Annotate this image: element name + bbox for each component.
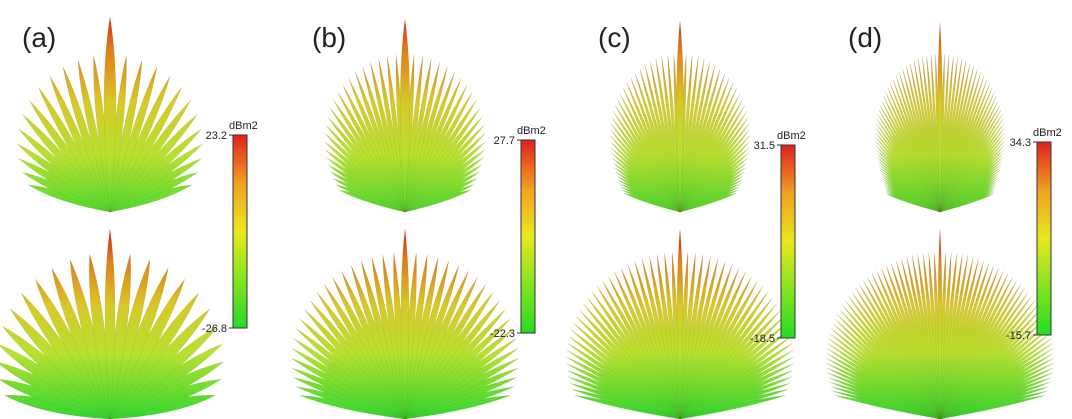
- colorbar-unit: dBm2: [229, 120, 258, 132]
- colorbar: [1036, 141, 1052, 336]
- colorbar-unit: dBm2: [517, 125, 546, 137]
- colorbar-min: -26.8: [202, 323, 227, 335]
- colorbar-max: 23.2: [206, 130, 227, 142]
- colorbar-max: 27.7: [494, 135, 515, 147]
- colorbar-unit: dBm2: [1033, 127, 1062, 139]
- lobe: [104, 228, 116, 419]
- pattern-top: [875, 22, 1005, 213]
- colorbar-min: -22.3: [490, 328, 515, 340]
- colorbar-unit: dBm2: [777, 130, 806, 142]
- panel-label: (d): [848, 22, 882, 53]
- lobe: [676, 20, 684, 213]
- lobe: [676, 228, 684, 419]
- panel-label: (c): [598, 22, 631, 53]
- colorbar-max: 34.3: [1010, 137, 1031, 149]
- lobe: [400, 18, 410, 213]
- pattern-bottom: [566, 228, 794, 419]
- pattern-bottom: [0, 228, 224, 419]
- pattern-top: [609, 20, 751, 213]
- pattern-bottom: [291, 228, 519, 419]
- lobe: [937, 22, 943, 213]
- pattern-top: [17, 16, 203, 213]
- lobe: [937, 228, 943, 419]
- colorbar: [520, 139, 536, 334]
- colorbar-min: -18.5: [750, 333, 775, 345]
- lobe: [400, 228, 410, 419]
- panel-label: (a): [22, 22, 56, 53]
- colorbar: [232, 134, 248, 329]
- pattern-bottom: [826, 228, 1054, 419]
- colorbar: [780, 144, 796, 339]
- colorbar-min: -15.7: [1006, 330, 1031, 342]
- colorbar-max: 31.5: [754, 140, 775, 152]
- pattern-top: [324, 18, 486, 213]
- lobe: [103, 16, 117, 213]
- panel-label: (b): [312, 22, 346, 53]
